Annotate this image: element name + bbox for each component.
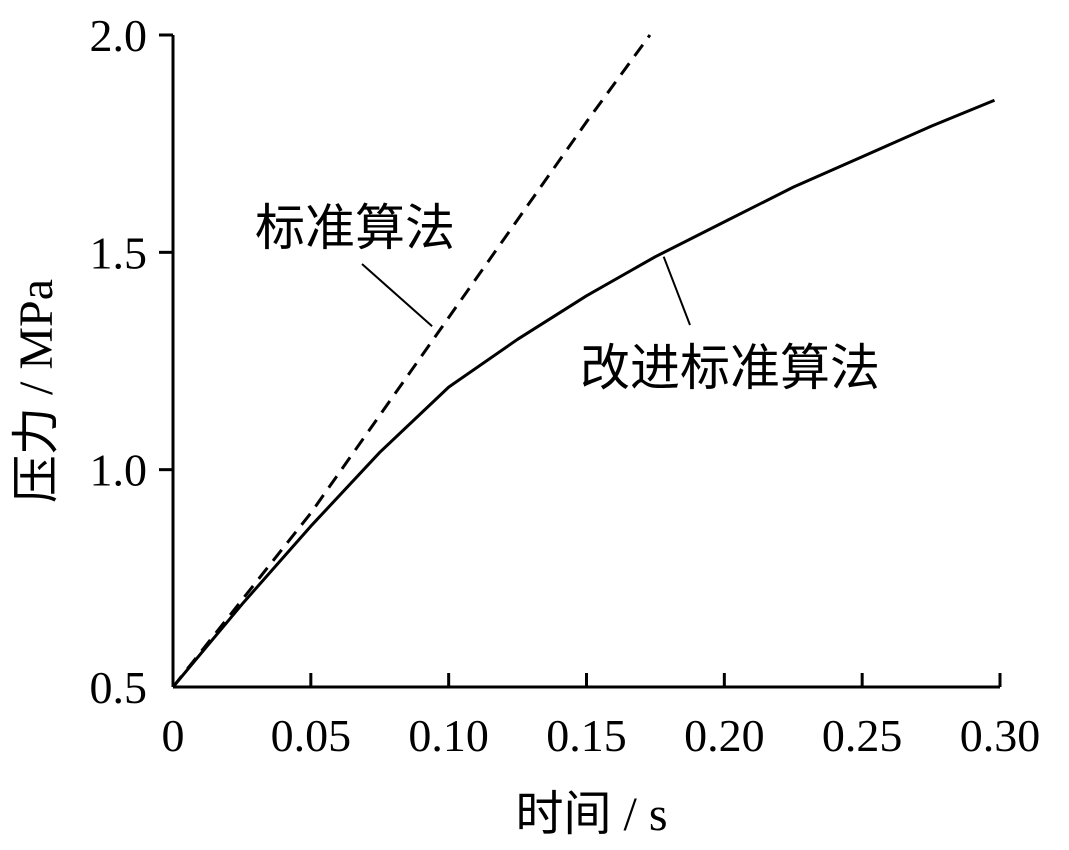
y-tick-label: 1.0 [90, 445, 148, 496]
x-tick-label: 0.25 [822, 710, 903, 761]
y-axis-title: 压力 / MPa [10, 279, 63, 503]
series-standard-dashed-line [171, 34, 652, 688]
x-tick-label: 0.20 [684, 710, 765, 761]
x-tick-label: 0.05 [271, 710, 352, 761]
annotation-leader-line [662, 256, 691, 326]
x-tick-label: 0.10 [408, 710, 489, 761]
series-layer [171, 34, 996, 688]
y-tick-label: 1.5 [90, 227, 148, 278]
annotation-label: 改进标准算法 [580, 340, 880, 396]
x-ticks: 0 0.05 0.10 0.15 0.20 0.25 0.30 [162, 673, 1041, 761]
x-tick-label: 0 [162, 710, 185, 761]
y-ticks: 0.5 1.0 1.5 2.0 [90, 10, 173, 713]
x-axis-title: 时间 / s [515, 788, 667, 841]
y-tick-label: 2.0 [90, 10, 148, 61]
y-tick-label: 0.5 [90, 662, 148, 713]
x-tick-label: 0.30 [960, 710, 1041, 761]
x-tick-label: 0.15 [546, 710, 627, 761]
annotation-label: 标准算法 [255, 200, 455, 256]
annotation-leader-line [361, 263, 433, 327]
series-improved-solid-line [171, 98, 996, 688]
